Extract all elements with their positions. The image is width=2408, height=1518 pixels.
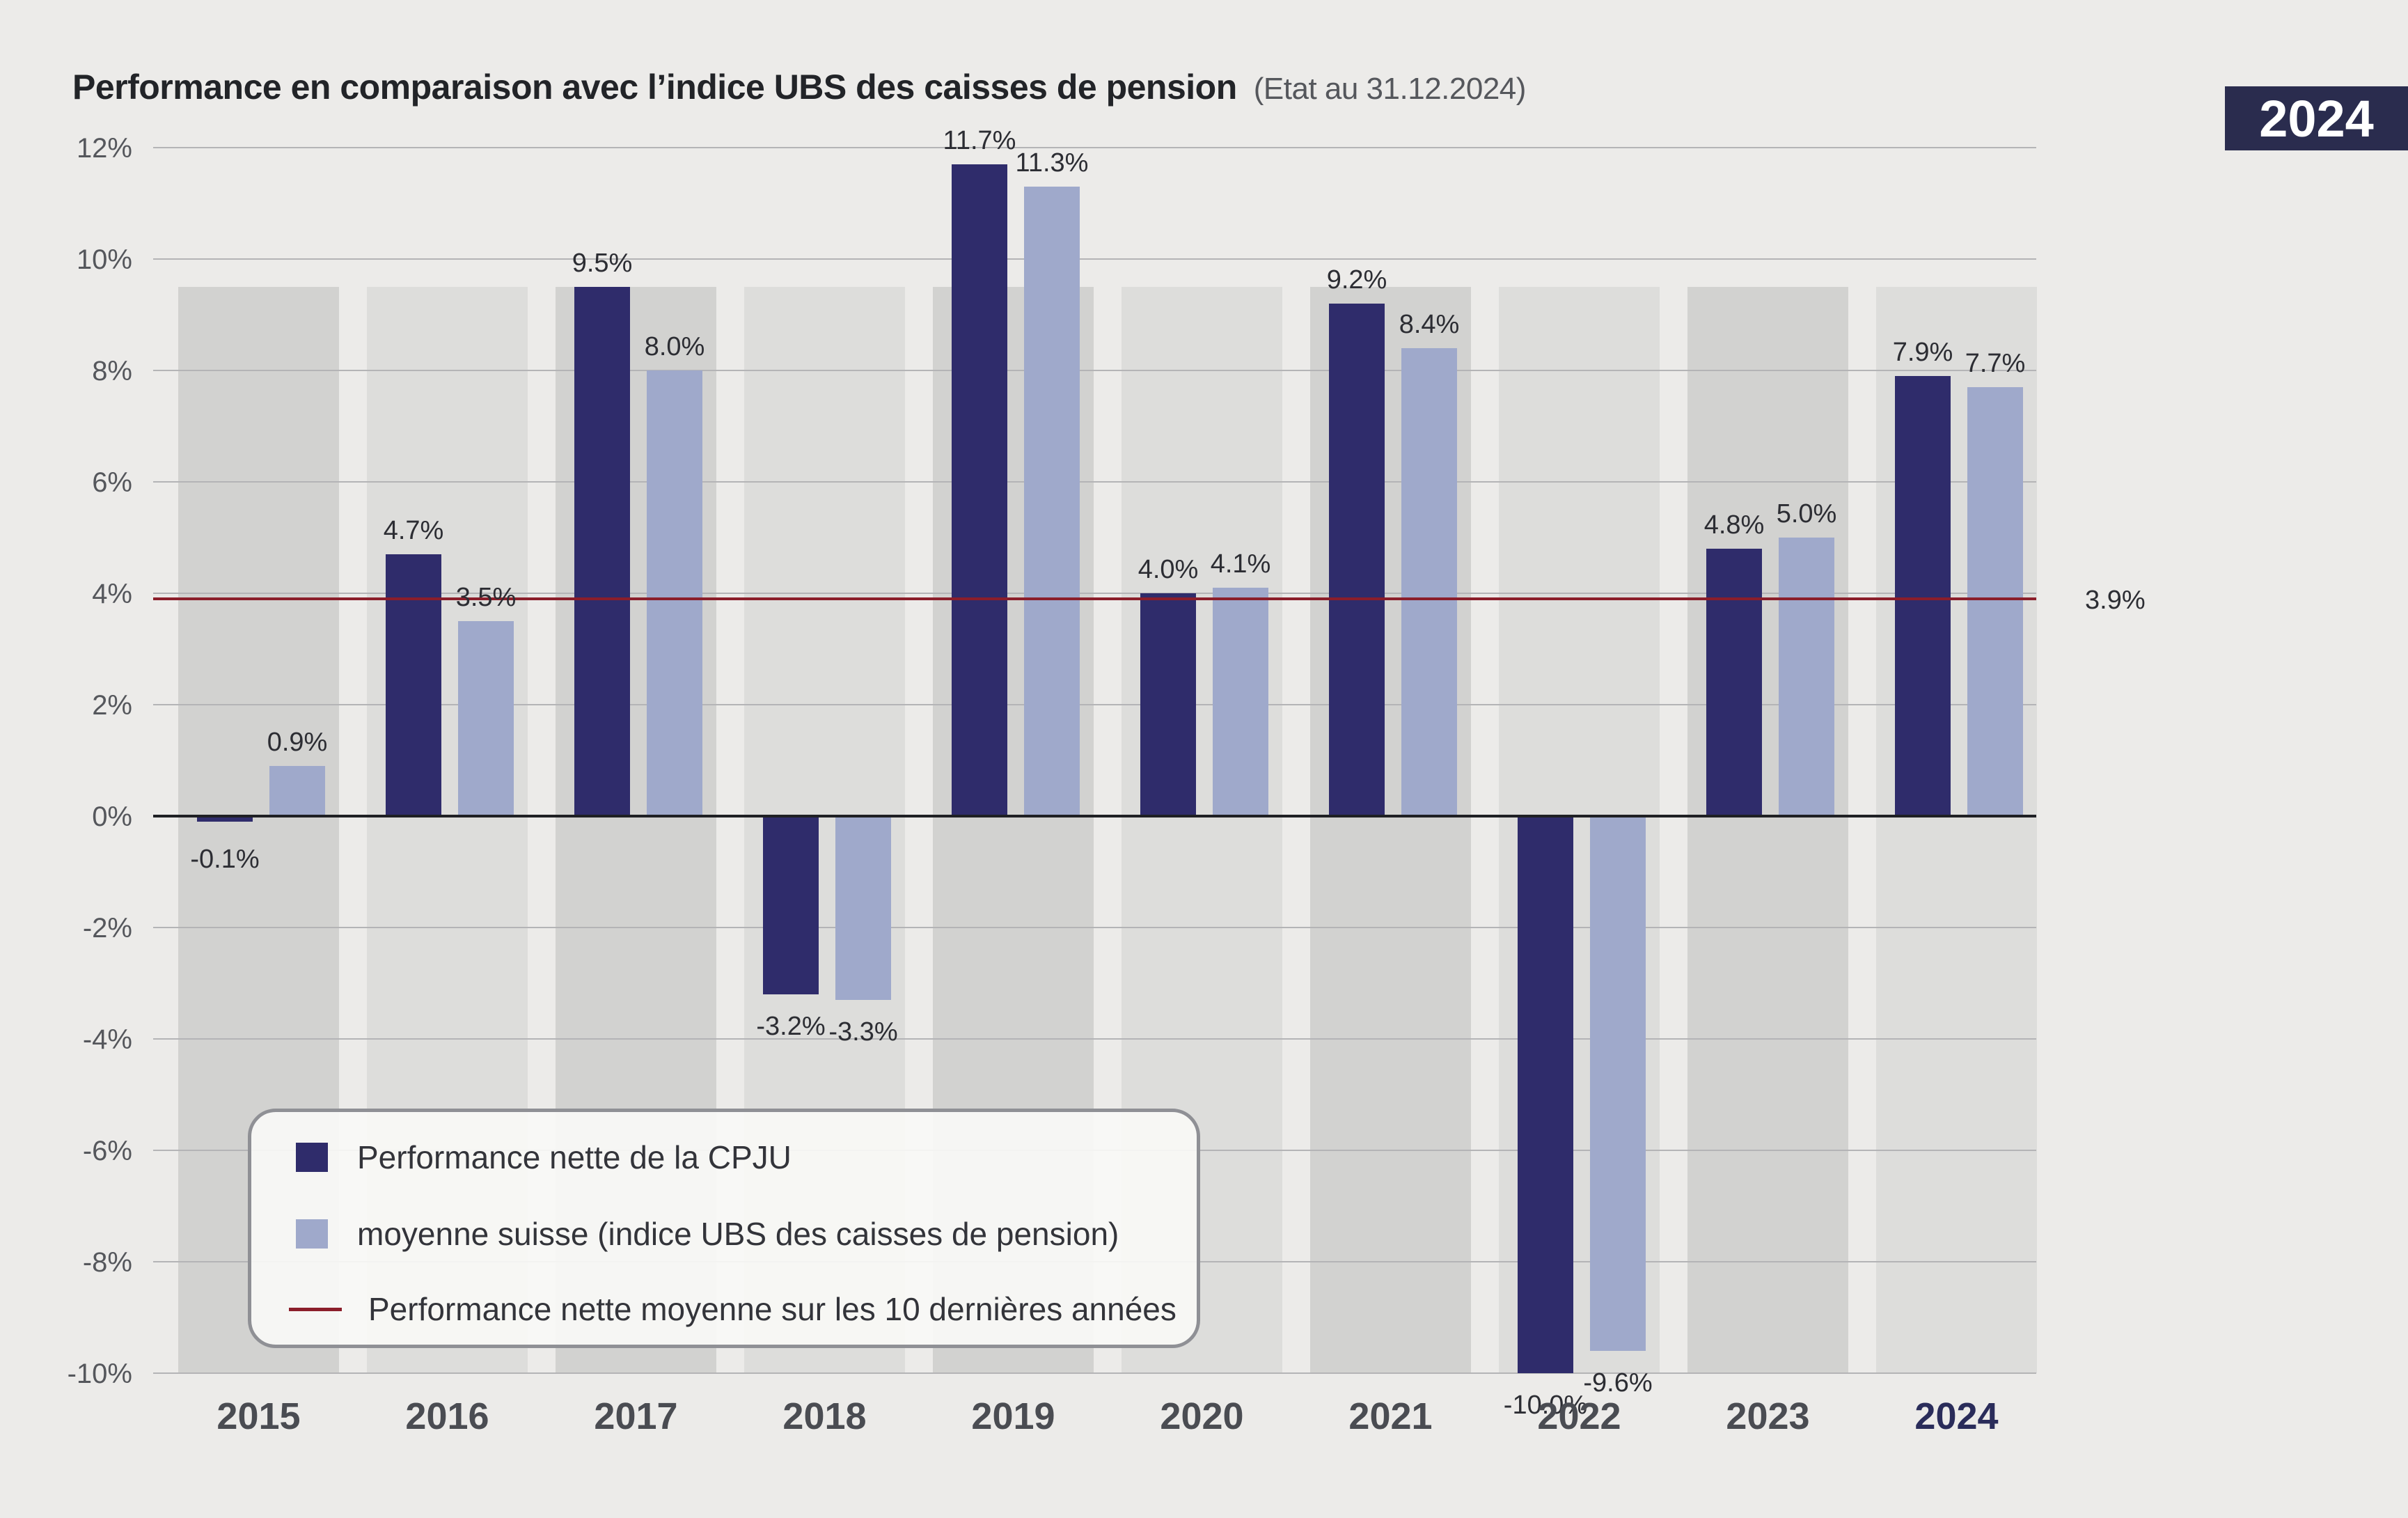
x-label-2024: 2024 <box>1914 1395 1998 1437</box>
y-tick-label: 2% <box>92 690 132 721</box>
average-line-group: 3.9% <box>153 586 2146 615</box>
bars <box>197 164 2023 1373</box>
bar-ubs-2015 <box>269 766 325 816</box>
bar-cpju-2024 <box>1895 376 1951 816</box>
x-label-2020: 2020 <box>1160 1395 1243 1437</box>
x-label-2018: 2018 <box>782 1395 866 1437</box>
bar-cpju-2023 <box>1706 549 1762 816</box>
y-tick-label: 0% <box>92 801 132 832</box>
year-badge: 2024 <box>2225 86 2408 150</box>
legend-item-average: Performance nette moyenne sur les 10 der… <box>289 1290 1177 1328</box>
y-tick-label: 6% <box>92 467 132 498</box>
y-tick-label: -8% <box>83 1247 132 1278</box>
x-label-2017: 2017 <box>594 1395 677 1437</box>
y-tick-label: -4% <box>83 1024 132 1055</box>
bar-cpju-2021 <box>1329 304 1385 816</box>
data-labels: -0.1% 4.7% 9.5% -3.2% 11.7% 4.0% 9.2% -10.0% 4.8… <box>190 126 2025 1420</box>
bar-cpju-2015 <box>197 816 253 822</box>
data-label: 4.8% <box>1704 510 1765 540</box>
bar-ubs-2019 <box>1024 187 1080 816</box>
bar-ubs-2021 <box>1401 348 1457 816</box>
chart-legend: Performance nette de la CPJU moyenne sui… <box>248 1109 1200 1348</box>
red-line-icon <box>289 1307 342 1311</box>
x-label-2016: 2016 <box>405 1395 489 1437</box>
legend-label-cpju: Performance nette de la CPJU <box>357 1139 792 1175</box>
data-label: -3.3% <box>828 1017 897 1047</box>
legend-item-ubs: moyenne suisse (indice UBS des caisses d… <box>296 1215 1119 1253</box>
x-axis-labels: 2015 2016 2017 2018 2019 2020 2021 2022 2023 2024 <box>217 1395 1998 1437</box>
bar-cpju-2019 <box>952 164 1007 816</box>
bar-ubs-2016 <box>458 621 514 816</box>
data-label: 5.0% <box>1777 499 1837 529</box>
x-label-2023: 2023 <box>1726 1395 1809 1437</box>
bar-ubs-2024 <box>1967 387 2023 816</box>
y-tick-label: 4% <box>92 579 132 609</box>
legend-label-ubs: moyenne suisse (indice UBS des caisses d… <box>357 1216 1119 1252</box>
bar-cpju-2020 <box>1140 593 1196 816</box>
data-label: -9.6% <box>1583 1368 1652 1398</box>
x-label-2019: 2019 <box>971 1395 1055 1437</box>
y-tick-label: -2% <box>83 913 132 944</box>
data-label: 11.3% <box>1016 148 1089 178</box>
data-label: -10.0% <box>1504 1391 1587 1420</box>
data-label: 7.7% <box>1965 349 2026 378</box>
bar-ubs-2022 <box>1590 816 1646 1351</box>
y-tick-label: 12% <box>77 133 132 164</box>
data-label: 9.2% <box>1327 265 1387 295</box>
y-tick-label: -10% <box>68 1359 132 1389</box>
average-line-label: 3.9% <box>2085 586 2146 615</box>
data-label: 4.1% <box>1211 549 1271 579</box>
legend-item-cpju: Performance nette de la CPJU <box>296 1138 792 1176</box>
data-label: 3.5% <box>456 583 517 612</box>
y-tick-label: -6% <box>83 1136 132 1166</box>
light-square-icon <box>296 1219 328 1249</box>
bar-cpju-2018 <box>763 816 819 994</box>
chart-title: Performance en comparaison avec l’indice… <box>72 67 1526 107</box>
bar-cpju-2017 <box>574 287 630 816</box>
data-label: 11.7% <box>943 126 1016 155</box>
bar-ubs-2020 <box>1213 588 1268 816</box>
y-tick-label: 8% <box>92 356 132 386</box>
bar-ubs-2018 <box>835 816 891 1000</box>
data-label: 0.9% <box>267 728 328 757</box>
bar-cpju-2016 <box>386 554 441 816</box>
chart-title-text: Performance en comparaison avec l’indice… <box>72 68 1237 107</box>
legend-label-average: Performance nette moyenne sur les 10 der… <box>368 1291 1177 1327</box>
data-label: -3.2% <box>756 1012 825 1041</box>
x-label-2015: 2015 <box>217 1395 300 1437</box>
y-tick-label: 10% <box>77 244 132 275</box>
bar-ubs-2023 <box>1779 538 1834 816</box>
data-label: 7.9% <box>1893 338 1953 367</box>
bar-cpju-2022 <box>1518 816 1573 1373</box>
bar-ubs-2017 <box>647 370 702 816</box>
data-label: 8.0% <box>645 332 705 361</box>
data-label: 4.0% <box>1138 555 1199 584</box>
y-axis-ticks: 12% 10% 8% 6% 4% 2% 0% -2% -4% -6% -8% -10% <box>68 133 132 1389</box>
data-label: -0.1% <box>190 845 259 874</box>
x-label-2021: 2021 <box>1348 1395 1432 1437</box>
chart-subtitle: (Etat au 31.12.2024) <box>1253 72 1527 106</box>
x-label-2022: 2022 <box>1537 1395 1621 1437</box>
data-label: 4.7% <box>384 516 444 545</box>
dark-square-icon <box>296 1143 328 1172</box>
data-label: 8.4% <box>1399 310 1460 339</box>
column-band-2023 <box>1687 287 1848 1373</box>
data-label: 9.5% <box>572 249 633 278</box>
